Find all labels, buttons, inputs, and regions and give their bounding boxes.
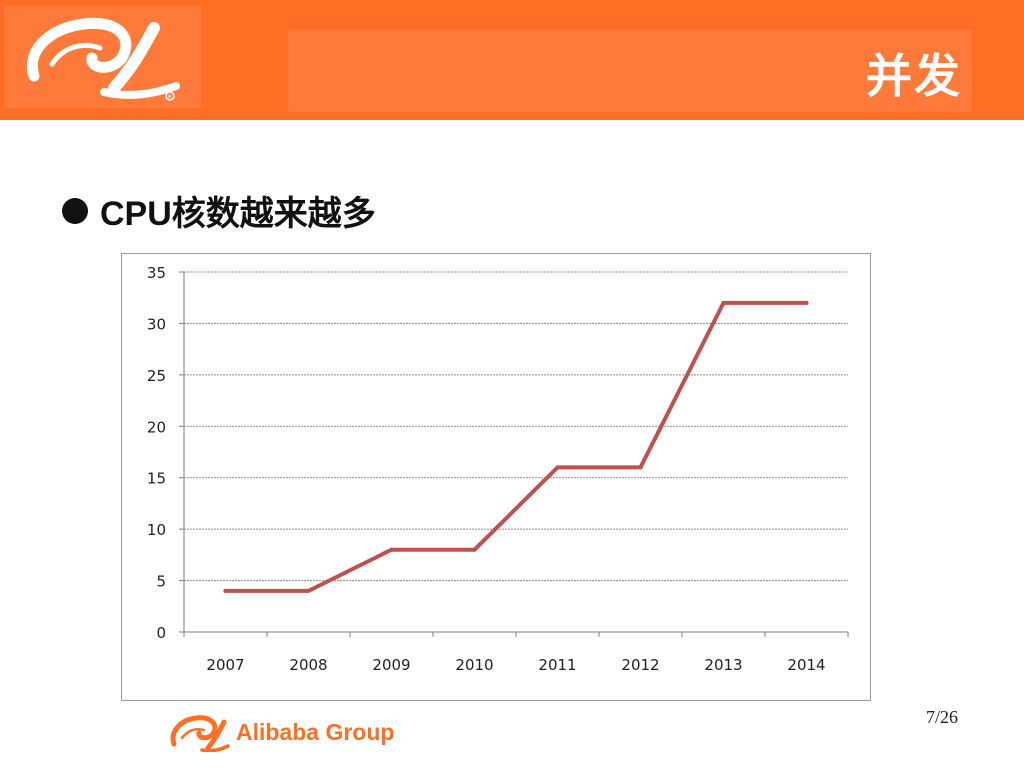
y-tick-label: 35 — [147, 264, 166, 282]
x-tick-label: 2009 — [372, 656, 410, 674]
x-tick-label: 2013 — [704, 656, 742, 674]
data-point — [389, 547, 394, 552]
slide-header: R 并发 — [0, 0, 1024, 120]
alibaba-footer-logo-icon — [170, 715, 230, 752]
slide-title: 并发 — [866, 50, 962, 102]
x-tick-label: 2007 — [206, 656, 244, 674]
data-point — [555, 465, 560, 470]
y-tick-label: 15 — [147, 470, 166, 488]
y-tick-label: 30 — [147, 315, 166, 333]
x-tick-label: 2010 — [455, 656, 493, 674]
y-tick-label: 10 — [147, 521, 166, 539]
bullet-text: CPU核数越来越多 — [100, 195, 376, 233]
page-number: 7/26 — [926, 707, 959, 727]
data-point — [638, 465, 643, 470]
x-tick-label: 2012 — [621, 656, 659, 674]
y-tick-label: 25 — [147, 367, 166, 385]
footer-logo: Alibaba Group — [168, 712, 394, 752]
x-tick-label: 2014 — [787, 656, 825, 674]
footer-brand: Alibaba Group — [236, 718, 395, 745]
y-tick-label: 0 — [156, 624, 166, 642]
bullet-dot-icon — [62, 197, 88, 224]
data-point — [306, 588, 311, 593]
bullet-item: CPU核数越来越多 — [62, 186, 376, 235]
title-band — [288, 30, 972, 112]
y-tick-label: 5 — [156, 573, 166, 591]
data-point — [472, 547, 477, 552]
y-tick-label: 20 — [147, 418, 166, 436]
svg-text:R: R — [168, 94, 172, 101]
series-line — [223, 300, 809, 593]
cpu-core-chart: 0 5 10 15 20 25 30 35 2007 2008 2009 2010 2011 2012 20… — [121, 253, 871, 701]
x-tick-label: 2011 — [538, 656, 576, 674]
data-point — [223, 588, 228, 593]
data-point — [804, 300, 809, 305]
alibaba-logo: R — [4, 6, 201, 108]
data-point — [721, 300, 726, 305]
alibaba-smile-logo-icon: R — [27, 17, 180, 101]
line-chart: 0 5 10 15 20 25 30 35 2007 2008 2009 2010 2011 2012 20… — [147, 264, 849, 674]
x-tick-label: 2008 — [289, 656, 327, 674]
